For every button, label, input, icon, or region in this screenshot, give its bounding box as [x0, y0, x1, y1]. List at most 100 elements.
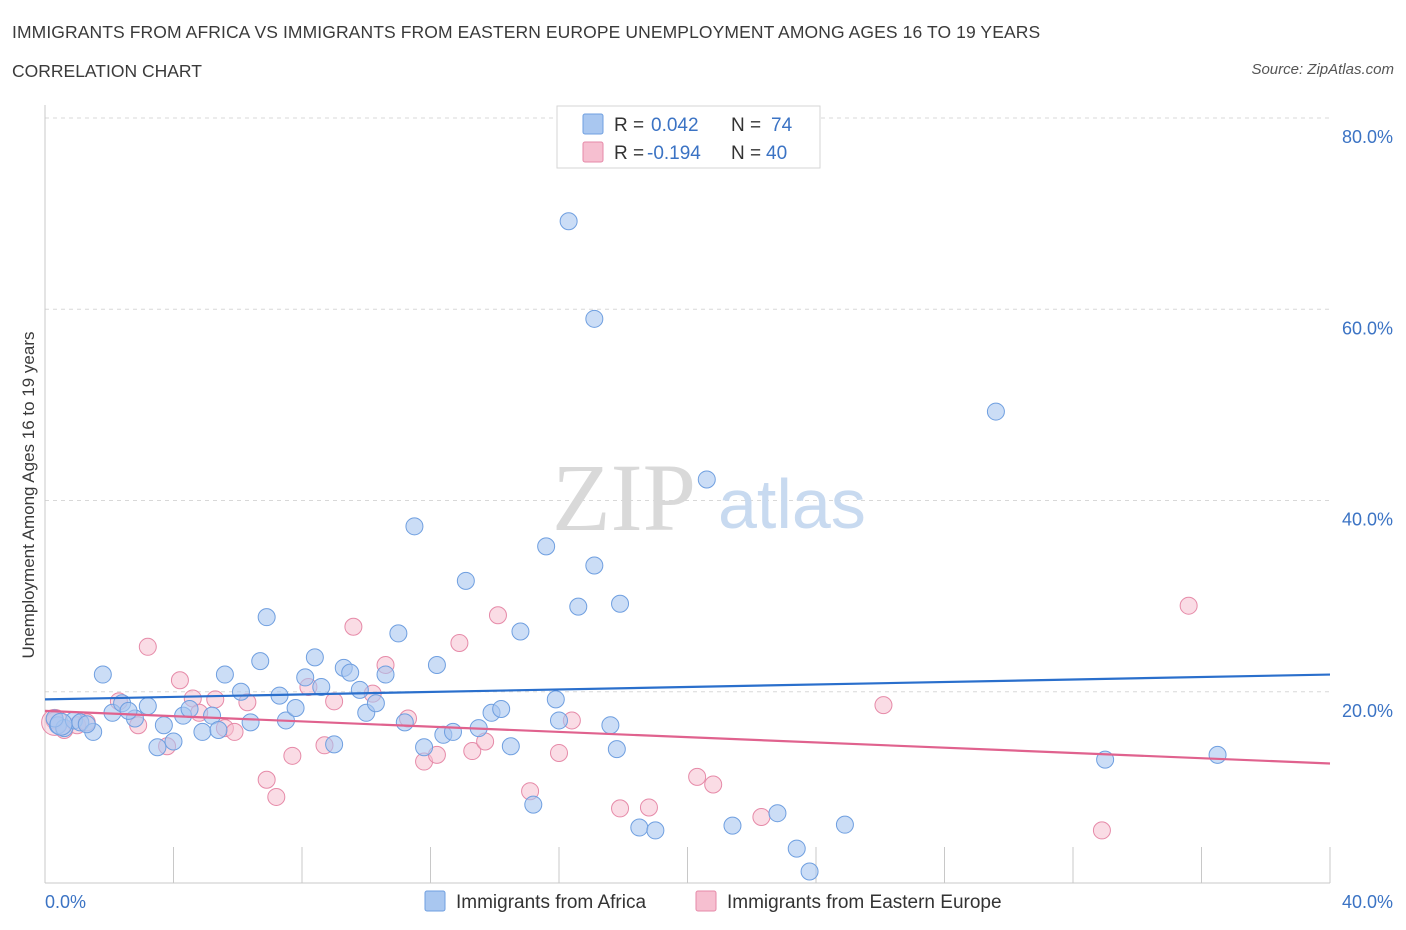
africa-point-55 [585, 556, 604, 575]
europe-point-38 [752, 808, 771, 827]
africa-point-66 [800, 862, 819, 881]
africa-point-12 [164, 732, 183, 751]
africa-point-25 [286, 699, 305, 718]
bottom-legend-label-europe: Immigrants from Eastern Europe [727, 892, 1002, 913]
africa-point-42 [443, 722, 462, 741]
africa-point-17 [209, 721, 228, 739]
europe-point-11 [206, 690, 225, 709]
x-tick-label-max: 40.0% [1342, 892, 1393, 912]
legend-r-label-africa: R = [614, 115, 644, 136]
africa-point-22 [257, 608, 276, 627]
source-credit: Source: ZipAtlas.com [1251, 61, 1394, 78]
africa-point-28 [312, 677, 331, 696]
y-tick-label-40: 40.0% [1342, 510, 1393, 530]
europe-point-28 [463, 742, 482, 761]
legend-n-value-africa: 74 [771, 115, 793, 136]
africa-point-29 [325, 735, 344, 754]
axes [44, 105, 1331, 884]
bottom-legend-label-africa: Immigrants from Africa [456, 892, 646, 913]
africa-point-27 [305, 648, 324, 667]
africa-point-36 [389, 624, 408, 643]
europe-point-21 [344, 617, 363, 636]
africa-point-37 [395, 713, 414, 732]
legend-n-value-europe: 40 [766, 143, 787, 164]
africa-point-40 [427, 655, 446, 674]
africa-point-38 [405, 517, 424, 536]
africa-point-47 [501, 737, 520, 756]
africa-point-70 [1208, 745, 1227, 764]
watermark-atlas: atlas [718, 465, 866, 543]
africa-point-35 [376, 665, 395, 684]
africa-point-57 [601, 716, 620, 735]
europe-point-41 [1179, 596, 1198, 615]
africa-point-31 [341, 663, 360, 682]
europe-point-32 [550, 743, 568, 762]
y-axis-label-group: Unemployment Among Ages 16 to 19 years [19, 332, 38, 659]
africa-point-53 [559, 212, 578, 231]
legend-swatch-europe [582, 141, 604, 163]
africa-point-32 [350, 680, 369, 699]
africa-point-cluster [49, 712, 73, 736]
africa-point-34 [366, 694, 385, 713]
chart-subtitle: CORRELATION CHART [12, 61, 202, 81]
africa-point-62 [697, 470, 716, 489]
africa-point-5 [93, 665, 112, 684]
europe-point-15 [257, 770, 276, 789]
africa-point-67 [835, 815, 854, 834]
y-tick-label-60: 60.0% [1342, 318, 1393, 338]
africa-point-58 [607, 740, 626, 759]
africa-point-11 [154, 716, 173, 735]
europe-point-6 [138, 637, 157, 656]
watermark-zip: ZIP [552, 444, 696, 551]
europe-point-36 [688, 767, 707, 786]
africa-point-63 [723, 816, 742, 835]
bottom-legend: Immigrants from Africa Immigrants from E… [424, 890, 1002, 913]
watermark: ZIP atlas [552, 444, 866, 551]
africa-point-39 [415, 738, 434, 757]
africa-point-15 [193, 722, 212, 741]
trend-line-africa [44, 673, 1331, 701]
europe-point-13 [225, 722, 244, 741]
tick-labels: 20.0% 40.0% 60.0% 80.0% 0.0% 40.0% [45, 127, 1393, 912]
x-tick-label-min: 0.0% [45, 892, 86, 912]
europe-point-27 [450, 633, 469, 652]
legend-swatch-africa [582, 113, 604, 135]
africa-point-46 [492, 699, 511, 718]
legend-n-label-europe: N = [731, 143, 761, 164]
europe-point-17 [283, 746, 302, 765]
series-africa-points [45, 212, 1227, 881]
legend-r-label-europe: R = [614, 143, 644, 164]
grid-lines [45, 117, 1330, 693]
africa-point-68 [986, 402, 1005, 421]
trend-line-europe [44, 709, 1331, 765]
africa-point-65 [787, 839, 806, 858]
y-axis-label: Unemployment Among Ages 16 to 19 years [19, 332, 38, 659]
chart-title: IMMIGRANTS FROM AFRICA VS IMMIGRANTS FRO… [12, 22, 1041, 42]
africa-point-51 [546, 690, 565, 709]
africa-point-64 [768, 804, 787, 823]
africa-point-20 [241, 713, 260, 732]
europe-point-39 [874, 696, 893, 715]
africa-point-52 [550, 711, 568, 730]
africa-point-43 [456, 571, 475, 590]
africa-point-59 [611, 594, 630, 613]
legend-box: R = 0.042 N = 74 R = -0.194 N = 40 [556, 105, 821, 169]
africa-point-73 [119, 701, 138, 720]
bottom-legend-swatch-africa [424, 890, 446, 912]
africa-point-72 [77, 715, 96, 734]
europe-point-16 [267, 787, 286, 806]
europe-point-8 [170, 671, 189, 690]
europe-point-30 [488, 606, 507, 625]
europe-point-20 [325, 692, 344, 711]
africa-point-19 [231, 682, 250, 701]
africa-point-18 [215, 665, 234, 684]
europe-point-37 [704, 775, 723, 794]
bottom-legend-swatch-europe [695, 890, 717, 912]
europe-point-34 [611, 799, 630, 818]
africa-point-9 [138, 697, 157, 716]
africa-point-54 [569, 597, 588, 616]
legend-r-value-africa: 0.042 [651, 115, 699, 136]
europe-point-35 [639, 798, 658, 817]
y-tick-label-80: 80.0% [1342, 127, 1393, 147]
